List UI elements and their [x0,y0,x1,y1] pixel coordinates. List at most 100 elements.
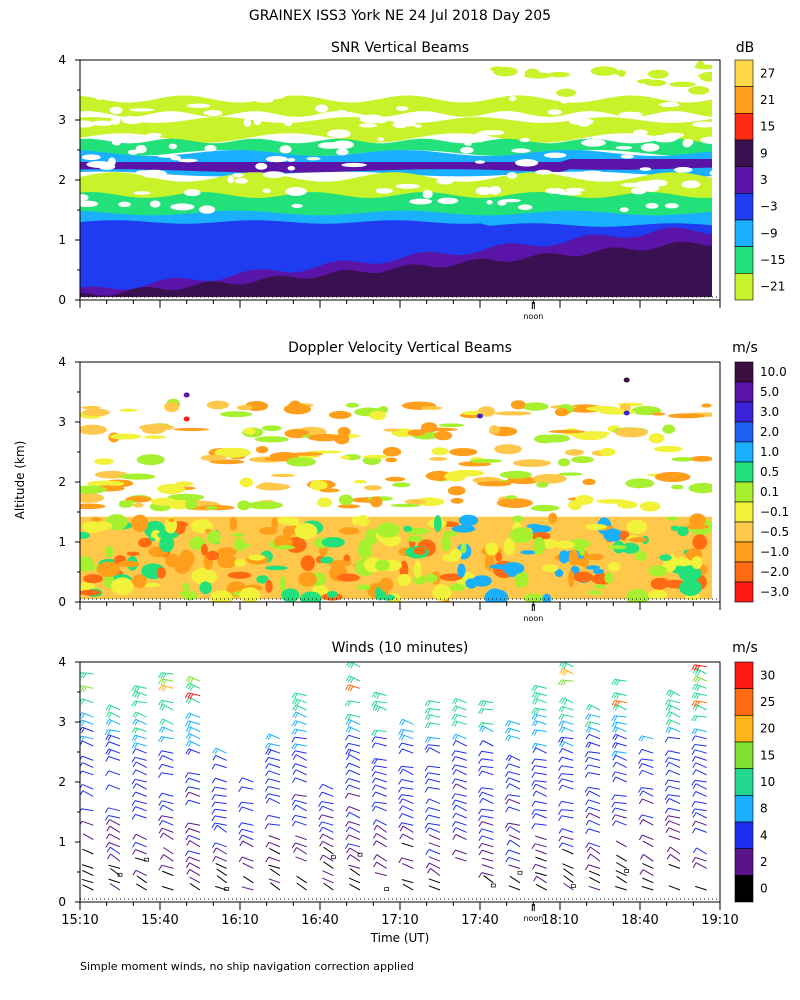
wind-barb-flag [345,762,350,769]
wind-barb [534,809,547,812]
doppler-cell [182,582,190,592]
wind-barb [668,794,681,797]
colorbar-label: 3.0 [760,405,779,419]
snr-gap [232,173,244,178]
wind-barb-flag [584,787,589,793]
wind-barb-flag [424,744,429,750]
doppler-cell [407,535,424,543]
wind-barb [454,750,467,754]
snr-gap [422,189,433,199]
doppler-cell [320,556,334,564]
doppler-patch [80,424,107,435]
snr-gap [127,149,139,155]
doppler-cell [554,569,564,578]
wind-barb-flag [531,698,536,704]
snr-gap [479,130,505,136]
wind-barb [163,854,174,862]
wind-barb [401,822,414,826]
wind-barb [321,801,334,805]
wind-barb [348,834,361,841]
wind-barb [481,821,494,826]
wind-barb [268,878,281,884]
wind-barb-flag [238,777,243,783]
wind-barb [135,833,147,841]
wind-barb-flag [505,783,510,789]
wind-barb-flag [80,720,85,727]
wind-barb [588,756,601,761]
doppler-patch [671,456,695,462]
colorbar-swatch [734,86,754,114]
wind-barb [694,735,707,740]
wind-barb-flag [376,693,381,699]
wind-barb [215,842,227,848]
wind-barb-flag [451,720,456,727]
wind-barb-flag [344,743,349,749]
colorbar-label: −0.1 [760,505,789,519]
wind-barb-flag [345,784,350,791]
wind-barb-flag [186,840,191,846]
wind-barb-flag [136,686,141,693]
wind-barb-flag [505,720,510,726]
wind-barb-flag [185,777,190,784]
wind-barb [561,815,574,819]
wind-barb-flag [427,700,432,707]
wind-barb [82,740,94,747]
snr-gap [619,207,629,213]
snr-gap [315,104,329,113]
wind-barb [108,756,121,761]
doppler-patch [688,482,717,494]
wind-barb [268,864,281,869]
wind-barb-flag [638,735,643,742]
wind-barb [268,786,281,790]
wind-barb-flag [185,862,190,869]
wind-barb [214,815,227,819]
wind-barb-flag [398,822,403,828]
wind-barb [561,756,574,761]
wind-barb [481,815,494,819]
colorbar-label: −3.0 [760,585,789,599]
wind-barb [695,856,707,862]
wind-barb [401,879,414,884]
wind-barb-flag [132,769,137,776]
doppler-cell [523,593,544,602]
wind-barb-flag [668,712,673,718]
wind-barb [268,835,281,841]
doppler-strong-cell [183,416,190,422]
wind-barb-flag [371,758,376,764]
wind-barb [161,763,174,769]
doppler-cell [441,535,451,552]
doppler-patch [119,473,156,480]
colorbar-swatch [734,688,754,716]
doppler-cell [448,583,466,592]
wind-barb [348,784,361,790]
doppler-patch [533,434,556,444]
snr-gap [283,119,293,127]
wind-barb [695,756,707,761]
wind-barb [508,864,521,869]
wind-barb-flag [696,670,701,676]
wind-barb-flag [693,715,698,722]
snr-gap [645,202,659,209]
doppler-patch [414,497,445,507]
snr-gap [640,143,660,152]
doppler-units: m/s [732,340,758,356]
doppler-cell [231,532,245,537]
wind-barb-flag [478,770,483,777]
wind-barb-flag [531,809,536,815]
wind-barb-flag [563,670,568,676]
wind-barb-flag [531,743,536,749]
wind-barb-flag [131,734,136,741]
wind-barb [401,779,414,783]
colorbar-label: 15 [760,748,775,762]
wind-barb [534,823,547,826]
wind-barb [534,843,547,848]
doppler-cell [351,516,359,526]
wind-barb [134,756,147,761]
wind-barb-flag [186,869,191,875]
wind-barb [268,814,281,819]
snr-gap [92,120,114,126]
wind-barb-flag [477,787,482,793]
wind-barb [483,875,494,884]
y-tick-label: 1 [58,233,66,247]
